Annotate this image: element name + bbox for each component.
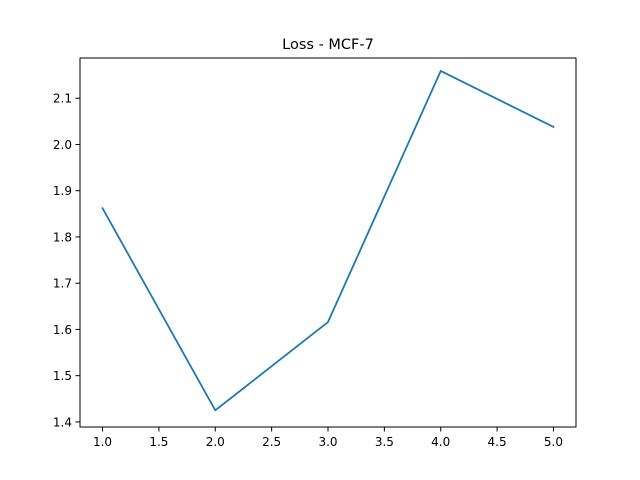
chart-title: Loss - MCF-7 — [282, 37, 374, 53]
x-tick-label-0: 1.0 — [93, 435, 112, 449]
series-line-0 — [101, 70, 555, 412]
y-tick-label-0: 1.4 — [53, 415, 72, 429]
x-tick-label-3: 2.5 — [262, 435, 281, 449]
plot-frame — [79, 57, 577, 428]
y-tick-label-2: 1.6 — [53, 323, 72, 337]
x-tick-label-7: 4.5 — [488, 435, 507, 449]
x-tick-label-2: 2.0 — [206, 435, 225, 449]
y-tick-label-6: 2.0 — [53, 138, 72, 152]
x-tick-label-1: 1.5 — [149, 435, 168, 449]
y-tick-label-5: 1.9 — [53, 184, 72, 198]
y-tick-label-4: 1.8 — [53, 230, 72, 244]
y-tick-label-7: 2.1 — [53, 92, 72, 106]
x-tick-label-4: 3.0 — [318, 435, 337, 449]
x-tick-label-5: 3.5 — [375, 435, 394, 449]
x-tick-label-8: 5.0 — [544, 435, 563, 449]
y-tick-label-1: 1.5 — [53, 369, 72, 383]
y-tick-label-3: 1.7 — [53, 277, 72, 291]
x-tick-label-6: 4.0 — [431, 435, 450, 449]
plot-area: 1.0 1.5 2.0 2.5 3.0 3.5 4.0 4.5 5.0 1.4 1.5 1.6 1.7 1… — [53, 57, 577, 449]
